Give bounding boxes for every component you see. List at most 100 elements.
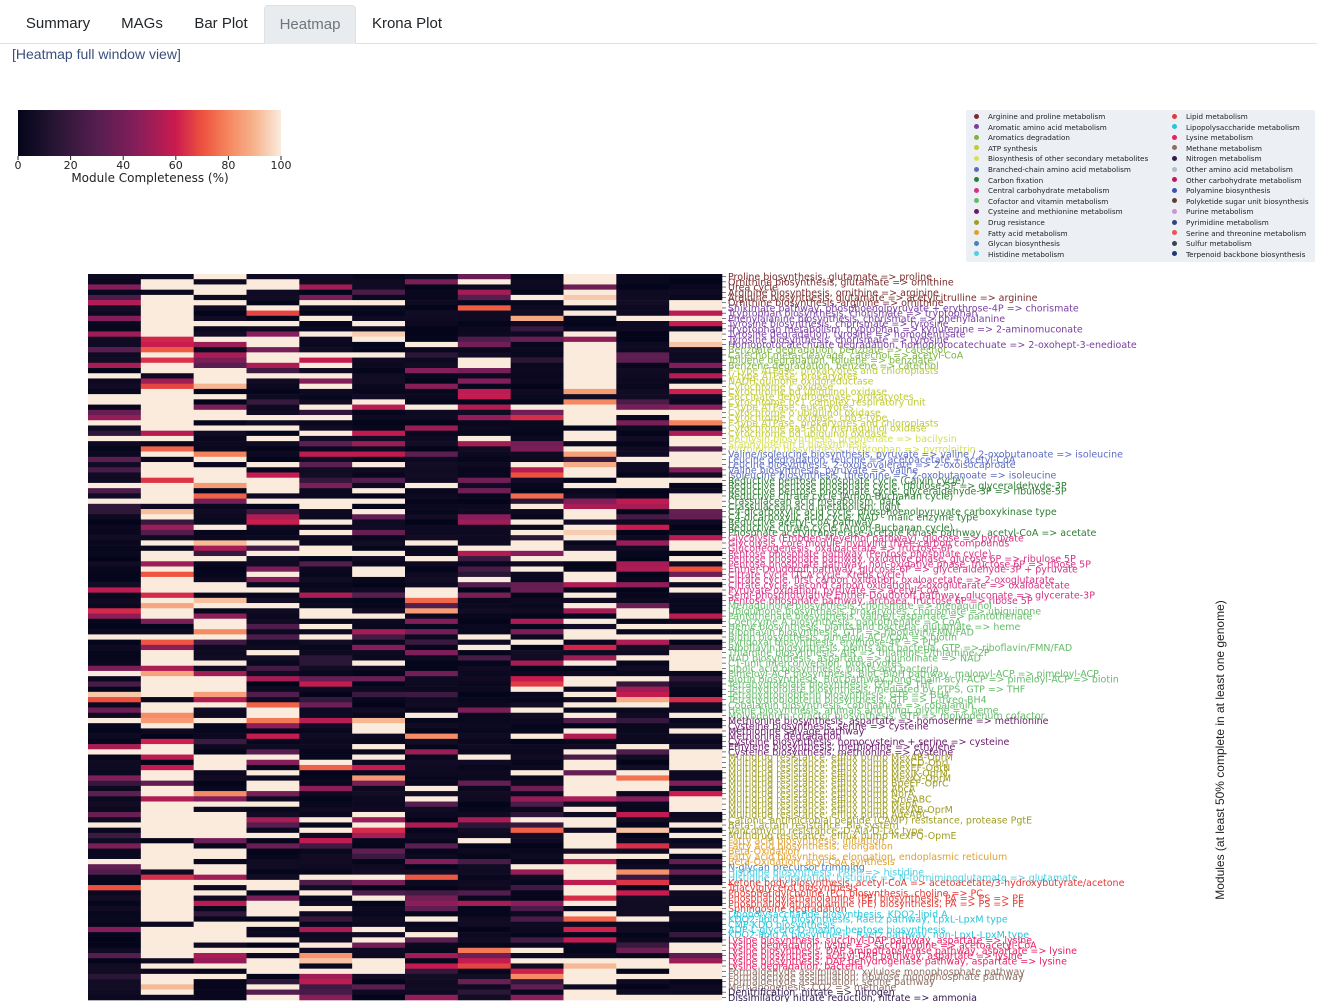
heatmap-cell [140,712,194,719]
heatmap-cell [352,341,406,348]
heatmap-cell [510,932,564,938]
heatmap-cell [405,665,459,672]
heatmap-cell [140,650,194,656]
heatmap-cell [616,905,670,912]
heatmap-cell [563,780,617,787]
heatmap-cell [457,603,511,609]
heatmap-cell [669,441,723,447]
heatmap-cell [457,618,511,625]
heatmap-cell [405,331,459,337]
heatmap-cell [352,503,406,510]
heatmap-cell [405,848,459,855]
heatmap-row-label: Multidrug resistance, efflux pump MexAB-… [728,805,953,816]
heatmap-cell [140,791,194,797]
legend-label: Central carbohydrate metabolism [988,186,1110,196]
legend-item: Other carbohydrate metabolism [1172,176,1302,186]
heatmap-cell [246,864,300,870]
heatmap-cell [457,707,511,714]
heatmap-cell [299,305,353,311]
heatmap-cell [563,488,617,494]
heatmap-cell [88,409,142,416]
heatmap-cell [88,425,142,431]
heatmap-cell [246,623,300,630]
legend-item: Branched-chain amino acid metabolism [974,165,1131,175]
heatmap-cell [510,550,564,557]
heatmap-cell [246,644,300,651]
heatmap-cell [457,686,511,693]
heatmap-cell [510,472,564,478]
heatmap-cell [246,482,300,489]
heatmap-cell [457,780,511,787]
heatmap-cell [352,550,406,557]
heatmap-cell [299,759,353,766]
heatmap-cell [246,738,300,745]
heatmap-cell [405,749,459,755]
heatmap-cell [140,681,194,687]
heatmap-cell [299,300,353,306]
heatmap-cell [193,916,247,922]
heatmap-cell [88,885,142,891]
heatmap-cell [563,524,617,531]
heatmap-cell [405,305,459,311]
heatmap-cell [193,629,247,635]
heatmap-cell [405,738,459,745]
heatmap-cell [246,331,300,337]
heatmap-cell [616,420,670,426]
heatmap-cell [563,472,617,478]
tab-summary[interactable]: Summary [25,15,91,32]
tab-heatmap[interactable]: Heatmap [264,5,356,44]
heatmap-cell [510,446,564,452]
heatmap-cell [405,430,459,437]
heatmap-full-window-link[interactable]: [Heatmap full window view] [12,46,181,62]
heatmap-cell [193,712,247,719]
heatmap-cell [140,869,194,875]
heatmap-cell [299,869,353,875]
heatmap-cell [88,660,142,667]
tab-bar-plot[interactable]: Bar Plot [194,15,248,32]
heatmap-cell [563,613,617,620]
heatmap-cell [510,879,564,886]
heatmap-cell [88,853,142,860]
heatmap-cell [140,603,194,609]
heatmap-cell [669,321,723,327]
tab-mags[interactable]: MAGs [121,15,163,32]
heatmap-row-label: Lysine biosynthesis, acetyl-DAP pathway,… [728,951,1023,962]
heatmap-cell [405,388,459,395]
heatmap-cell [510,764,564,771]
heatmap-cell [457,629,511,635]
heatmap-cell [510,362,564,369]
heatmap-cell [669,540,723,546]
heatmap-cell [352,681,406,687]
heatmap-cell [88,294,142,301]
heatmap-cell [669,796,723,802]
heatmap-cell [405,770,459,776]
heatmap-cell [88,864,142,870]
heatmap-cell [457,749,511,755]
heatmap-cell [140,686,194,693]
heatmap-cell [669,509,723,515]
heatmap-cell [193,404,247,411]
heatmap-cell [510,623,564,630]
heatmap-row-label: Gluconeogenesis, oxaloacetate => fructos… [728,544,953,555]
heatmap-cell [352,811,406,818]
heatmap-cell [405,832,459,839]
heatmap-cell [193,315,247,322]
heatmap-cell [140,467,194,473]
heatmap-cell [669,916,723,922]
heatmap-cell [88,843,142,849]
heatmap-cell [193,509,247,515]
legend-marker-icon [974,113,979,119]
heatmap-cell [563,973,617,980]
heatmap-cell [352,885,406,891]
heatmap-cell [457,582,511,588]
heatmap-cell [140,707,194,714]
heatmap-cell [669,300,723,306]
heatmap-cell [352,279,406,285]
heatmap-row-label: Denitrification, nitrate => nitrogen [728,988,895,999]
heatmap-cell [616,780,670,787]
heatmap-cell [140,493,194,499]
heatmap-cell [405,670,459,677]
heatmap-cell [457,937,511,943]
heatmap-cell [352,634,406,640]
tab-krona-plot[interactable]: Krona Plot [371,15,443,32]
